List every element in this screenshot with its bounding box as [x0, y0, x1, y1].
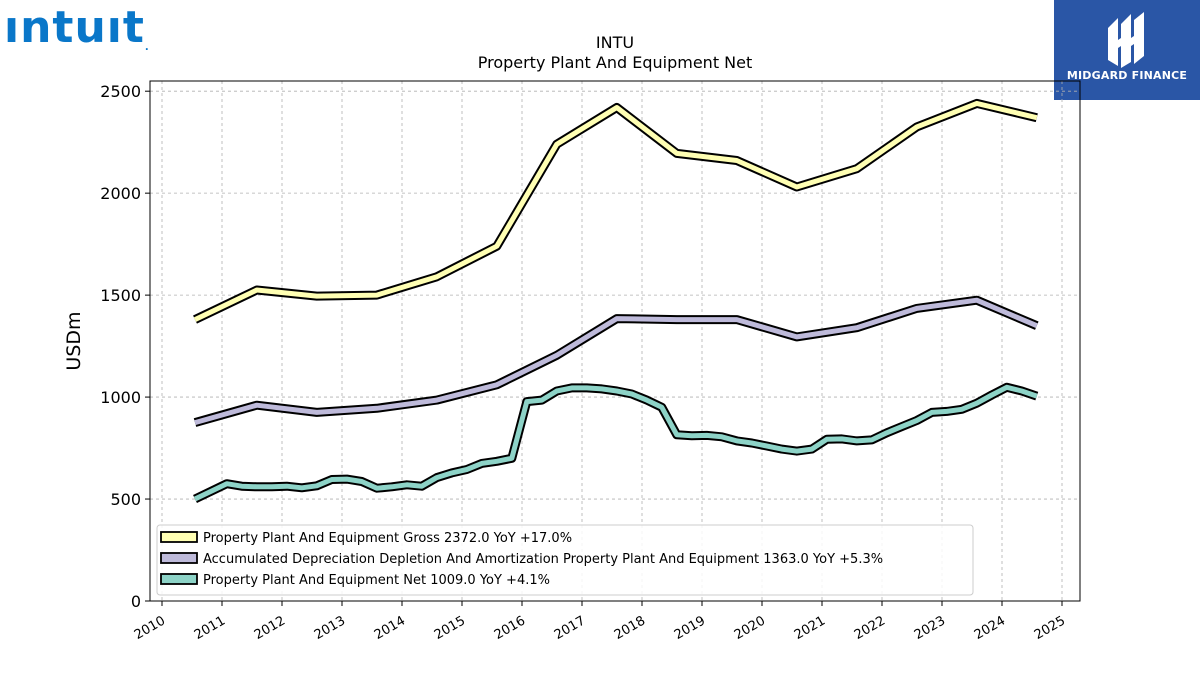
y-axis-label: USDm — [63, 311, 85, 370]
intuit-logo-text: ıntuıt — [4, 2, 145, 53]
midgard-emblem-icon — [1108, 12, 1144, 68]
x-tick-label: 2014 — [372, 613, 408, 643]
x-tick-label: 2019 — [672, 613, 708, 643]
chart-title: INTU — [595, 33, 635, 52]
legend-swatch-1 — [160, 552, 198, 564]
x-tick-label: 2010 — [132, 613, 168, 643]
chart-subtitle: Property Plant And Equipment Net — [477, 53, 753, 72]
midgard-finance-brand-text: MIDGARD FINANCE — [1066, 69, 1188, 82]
legend-label-2: Property Plant And Equipment Net 1009.0 … — [203, 573, 550, 588]
legend-box — [156, 524, 974, 596]
series-line-2 — [193, 384, 1038, 502]
legend-label-1: Accumulated Depreciation Depletion And A… — [203, 552, 883, 567]
x-tick-label: 2015 — [432, 613, 468, 643]
y-tick-label: 1500 — [100, 286, 141, 305]
series-line-1 — [194, 297, 1038, 426]
x-tick-label: 2013 — [312, 613, 348, 643]
x-tick-label: 2020 — [732, 613, 768, 643]
legend-swatch-0 — [160, 531, 198, 543]
x-tick-label: 2022 — [852, 613, 888, 643]
x-tick-label: 2016 — [492, 613, 528, 643]
x-tick-label: 2025 — [1032, 613, 1068, 643]
y-tick-label: 500 — [110, 490, 141, 509]
plot-frame — [149, 80, 1081, 602]
x-tick-label: 2017 — [552, 613, 588, 643]
trademark-dot: . — [144, 42, 150, 53]
y-tick-label: 0 — [131, 592, 141, 611]
y-tick-label: 2500 — [100, 82, 141, 101]
series-outline-0 — [193, 98, 1038, 324]
midgard-finance-logo: MIDGARD FINANCE — [1054, 0, 1200, 100]
legend-swatch-2 — [160, 573, 198, 585]
y-tick-label: 1000 — [100, 388, 141, 407]
series-line-0 — [193, 100, 1038, 322]
y-tick-label: 2000 — [100, 184, 141, 203]
x-tick-label: 2011 — [192, 613, 228, 643]
x-tick-label: 2023 — [912, 613, 948, 643]
intuit-logo: ıntuıt. — [4, 2, 150, 53]
x-tick-label: 2012 — [252, 613, 288, 643]
x-tick-label: 2018 — [612, 613, 648, 643]
x-tick-label: 2024 — [972, 613, 1008, 643]
x-tick-label: 2021 — [792, 613, 828, 643]
legend-label-0: Property Plant And Equipment Gross 2372.… — [203, 531, 572, 546]
